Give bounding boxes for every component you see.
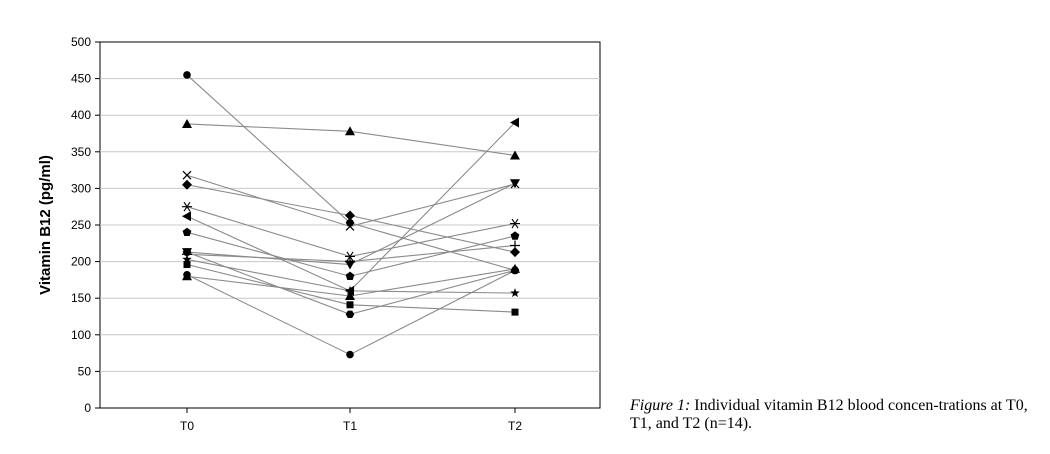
data-point (182, 227, 192, 237)
data-point (346, 301, 354, 309)
data-point (182, 201, 192, 212)
data-point (182, 170, 192, 180)
y-tick-label: 100 (71, 328, 91, 342)
figure-caption-text: Individual vitamin B12 blood concen-trat… (630, 397, 1028, 432)
y-axis-title: Vitamin B12 (pg/ml) (37, 155, 54, 295)
data-point (183, 71, 191, 79)
data-point (182, 179, 192, 190)
y-axis: 0 50 100 150 200 250 300 350 400 450 500 (71, 35, 100, 415)
y-tick-label: 350 (71, 145, 91, 159)
data-point (182, 118, 192, 128)
data-point (345, 222, 355, 231)
data-point (510, 117, 519, 128)
x-axis: T0 T1 T2 (180, 408, 522, 433)
y-tick-label: 200 (71, 255, 91, 269)
data-point (345, 210, 355, 221)
gridlines (100, 78, 600, 372)
data-point (345, 256, 355, 267)
vitamin-b12-line-chart: 0 50 100 150 200 250 300 350 400 450 500 T0 T1 T2 Vi… (37, 35, 601, 433)
y-tick-label: 250 (71, 218, 91, 232)
data-point (182, 254, 192, 264)
data-point (510, 150, 520, 160)
y-tick-label: 500 (71, 35, 91, 49)
data-point (345, 291, 355, 301)
data-point (510, 240, 520, 251)
data-point (345, 310, 355, 319)
data-point (510, 231, 520, 240)
data-point (510, 263, 520, 273)
data-point (183, 261, 191, 269)
data-point (345, 126, 355, 136)
data-point (511, 308, 519, 316)
x-tick-label: T2 (508, 419, 522, 433)
y-tick-label: 400 (71, 108, 91, 122)
x-tick-label: T0 (180, 419, 194, 433)
figure-caption-label: Figure 1: (630, 397, 691, 414)
data-point (510, 247, 520, 258)
x-tick-label: T1 (343, 419, 357, 433)
series-markers (182, 71, 520, 359)
data-point (345, 251, 355, 262)
data-point (510, 179, 520, 189)
data-point (182, 248, 192, 256)
y-tick-label: 50 (78, 364, 92, 378)
y-tick-label: 300 (71, 181, 91, 195)
data-point (510, 288, 520, 298)
data-point (182, 271, 192, 281)
data-point (510, 218, 520, 229)
y-tick-label: 450 (71, 72, 91, 86)
y-tick-label: 150 (71, 291, 91, 305)
data-point (182, 211, 191, 222)
data-point (345, 285, 355, 295)
y-tick-label: 0 (84, 401, 91, 415)
data-point (346, 350, 354, 359)
figure-caption: Figure 1: Individual vitamin B12 blood c… (630, 397, 1030, 433)
data-point (345, 271, 355, 280)
